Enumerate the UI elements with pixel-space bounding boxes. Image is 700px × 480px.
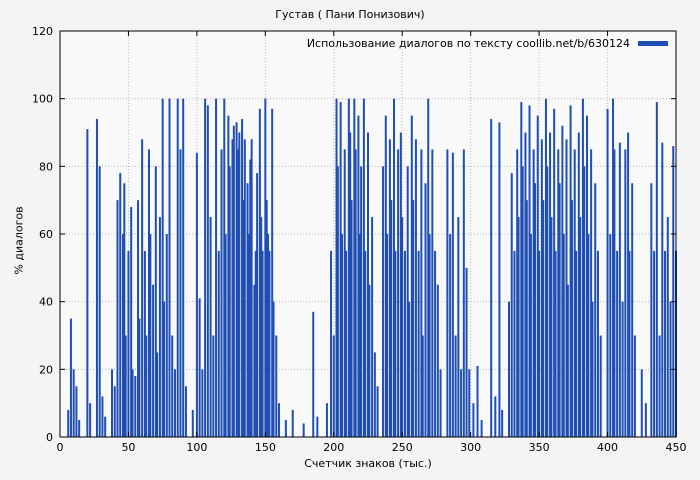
svg-text:100: 100 — [32, 93, 53, 106]
svg-text:250: 250 — [392, 441, 413, 454]
legend-label: Использование диалогов по тексту coollib… — [306, 37, 630, 50]
svg-text:300: 300 — [460, 441, 481, 454]
legend-swatch — [638, 41, 668, 46]
svg-text:100: 100 — [186, 441, 207, 454]
svg-text:450: 450 — [666, 441, 687, 454]
svg-text:200: 200 — [323, 441, 344, 454]
svg-text:0: 0 — [57, 441, 64, 454]
x-axis-label: Счетчик знаков (тыс.) — [304, 457, 432, 470]
svg-text:50: 50 — [121, 441, 135, 454]
svg-text:0: 0 — [46, 431, 53, 444]
chart-legend: Использование диалогов по тексту coollib… — [0, 37, 668, 50]
svg-text:40: 40 — [39, 296, 53, 309]
chart-title: Густав ( Пани Понизович) — [275, 8, 425, 21]
y-axis-label: % диалогов — [12, 206, 26, 275]
svg-text:80: 80 — [39, 160, 53, 173]
svg-text:150: 150 — [255, 441, 276, 454]
svg-text:350: 350 — [529, 441, 550, 454]
svg-text:120: 120 — [32, 25, 53, 38]
svg-text:20: 20 — [39, 363, 53, 376]
svg-text:60: 60 — [39, 228, 53, 241]
svg-text:400: 400 — [597, 441, 618, 454]
